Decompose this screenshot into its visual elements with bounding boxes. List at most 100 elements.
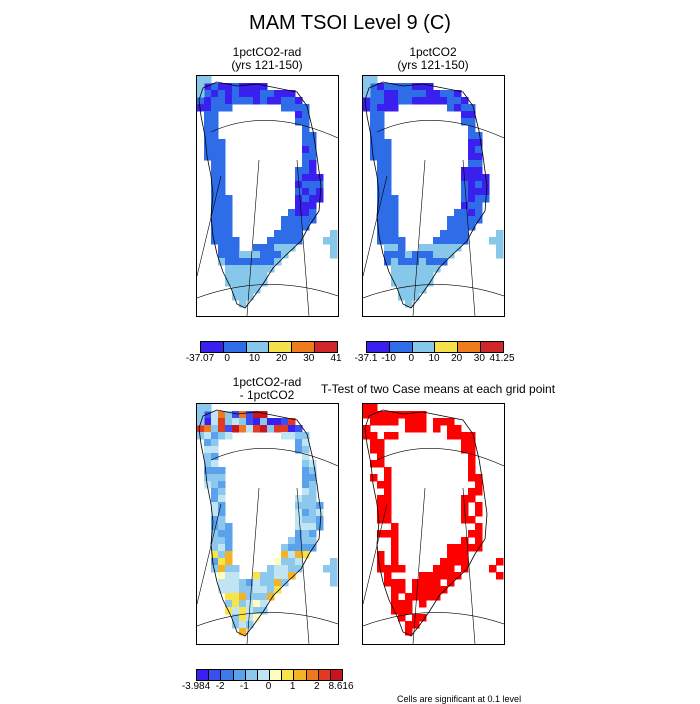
grid-cell [204, 132, 212, 140]
grid-cell [246, 286, 254, 294]
grid-cell [377, 97, 385, 105]
grid-cell [260, 97, 268, 105]
grid-cell [197, 104, 205, 112]
colorbar-swatch [306, 670, 319, 680]
grid-cell [468, 188, 476, 196]
grid-cell [302, 474, 310, 482]
grid-cell [475, 174, 483, 182]
grid-cell [211, 139, 219, 147]
grid-cell [295, 230, 303, 238]
grid-cell [204, 474, 212, 482]
grid-cell [239, 418, 247, 426]
grid-cell [316, 188, 324, 196]
grid-cell [309, 537, 317, 545]
grid-cell [475, 209, 483, 217]
grid-cell [211, 195, 219, 203]
grid-cell [398, 237, 406, 245]
grid-cell [260, 579, 268, 587]
grid-cell [447, 579, 455, 587]
grid-cells [363, 83, 490, 308]
grid-cell [218, 153, 226, 161]
grid-cell [204, 90, 212, 98]
meridian-line [412, 487, 426, 644]
grid-cell [377, 565, 385, 573]
grid-cell [302, 216, 310, 224]
grid-cell [302, 223, 310, 231]
grid-cell [377, 125, 385, 133]
grid-cell [246, 621, 254, 629]
grid-cell [384, 495, 392, 503]
grid-cell [197, 97, 205, 105]
grid-cell [398, 90, 406, 98]
grid-cell [454, 425, 462, 433]
grid-cell [204, 76, 212, 84]
grid-cell [267, 90, 275, 98]
grid-cell [419, 272, 427, 280]
grid-cell [288, 544, 296, 552]
grid-cell [211, 111, 219, 119]
grid-cell [447, 223, 455, 231]
grid-cell [309, 467, 317, 475]
grid-cell [253, 418, 261, 426]
grid-cell [211, 488, 219, 496]
grid-cell [253, 600, 261, 608]
grid-cell [204, 146, 212, 154]
grid-cell [377, 132, 385, 140]
colorbar-swatch [458, 342, 482, 352]
grid-cell [447, 244, 455, 252]
grid-cell [391, 600, 399, 608]
grid-cell [267, 244, 275, 252]
grid-cell [370, 418, 378, 426]
grid-cell [309, 153, 317, 161]
grid-cell [391, 579, 399, 587]
grid-cell [419, 265, 427, 273]
grid-cell [440, 565, 448, 573]
grid-cell [218, 516, 226, 524]
grid-cell [239, 600, 247, 608]
grid-cell [419, 97, 427, 105]
grid-cell [482, 188, 490, 196]
grid-cell [225, 272, 233, 280]
grid-cell [274, 244, 282, 252]
grid-cell [302, 174, 310, 182]
grid-cell [302, 104, 310, 112]
grid-cell [405, 600, 413, 608]
grid-cell [225, 265, 233, 273]
grid-cell [475, 160, 483, 168]
map-svg [363, 76, 504, 316]
grid-cell [295, 425, 303, 433]
grid-cell [370, 97, 378, 105]
grid-cell [468, 111, 476, 119]
grid-cell [405, 411, 413, 419]
meridian-line [363, 175, 388, 277]
grid-cell [197, 425, 205, 433]
grid-cell [447, 432, 455, 440]
grid-cell [433, 265, 441, 273]
grid-cell [302, 146, 310, 154]
grid-cell [461, 495, 469, 503]
grid-cell [330, 572, 338, 580]
grid-cell [489, 237, 497, 245]
grid-cell [253, 286, 261, 294]
grid-cell [204, 118, 212, 126]
grid-cell [384, 481, 392, 489]
grid-cell [370, 104, 378, 112]
grid-cell [211, 125, 219, 133]
grid-cell [384, 418, 392, 426]
grid-cell [405, 83, 413, 91]
grid-cell [288, 97, 296, 105]
grid-cell [398, 579, 406, 587]
grid-cell [232, 272, 240, 280]
grid-cell [391, 537, 399, 545]
grid-cell [377, 146, 385, 154]
latitude-line [197, 612, 338, 627]
grid-cell [211, 97, 219, 105]
latitude-line [376, 120, 504, 139]
grid-cell [295, 502, 303, 510]
grid-cell [211, 237, 219, 245]
grid-cell [426, 593, 434, 601]
grid-cell [204, 418, 212, 426]
colorbar-3-labels: -3.984 -2 -1 0 1 2 8.616 [182, 681, 354, 693]
grid-cell [211, 544, 219, 552]
grid-cell [475, 481, 483, 489]
